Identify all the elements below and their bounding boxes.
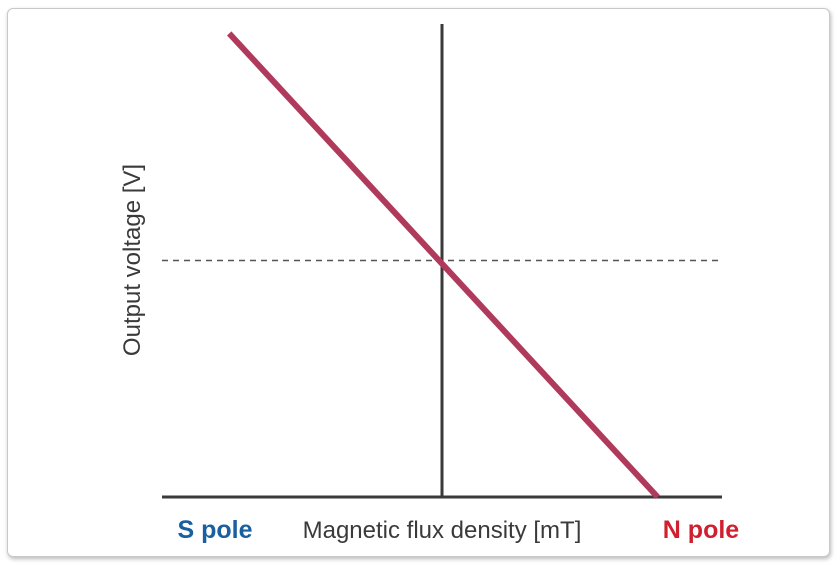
- y-axis-label: Output voltage [V]: [119, 164, 146, 356]
- s-pole-label: S pole: [177, 516, 252, 544]
- x-axis-label: Magnetic flux density [mT]: [303, 517, 582, 544]
- series-layer: [226, 31, 660, 500]
- n-pole-label: N pole: [663, 516, 739, 544]
- chart-frame: [7, 8, 830, 557]
- series-line-0: [226, 31, 660, 500]
